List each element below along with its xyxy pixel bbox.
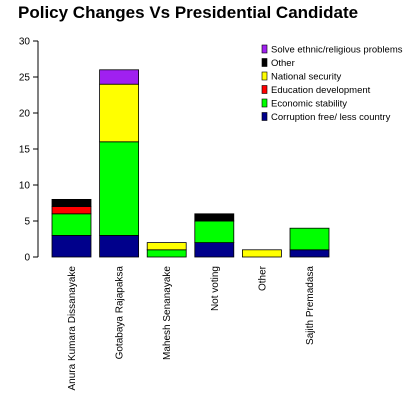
x-tick-label: Gotabaya Rajapaksa: [115, 266, 126, 360]
legend-label: Economic stability: [271, 99, 347, 110]
y-tick-label: 30: [19, 37, 31, 48]
bar-segment: [146, 242, 187, 251]
legend-label: Corruption free/ less country: [271, 112, 391, 123]
bar-segment: [99, 141, 139, 236]
bar-segment: [99, 83, 139, 143]
y-tick-label: 5: [24, 217, 30, 228]
bar-segment: [194, 213, 235, 222]
x-tick-label: Sajith Premadasa: [305, 266, 316, 345]
legend-label: Other: [271, 58, 295, 69]
bar-segment: [241, 249, 282, 258]
legend-label: Solve ethnic/religious problems: [271, 45, 403, 56]
legend-swatch: [261, 98, 268, 108]
bar-segment: [99, 69, 139, 85]
x-tick-label: Anura Kumara Dissanayake: [67, 266, 78, 391]
x-axis-labels: Anura Kumara Dissanayake Gotabaya Rajapak…: [67, 265, 316, 390]
bar-segment: [289, 227, 330, 251]
y-tick-label: 0: [24, 253, 30, 264]
legend-label: National security: [271, 72, 341, 83]
bar-segment: [51, 206, 92, 215]
bar-segment: [194, 220, 235, 244]
chart-title: Policy Changes Vs Presidential Candidate: [18, 3, 358, 22]
bar-segment: [146, 249, 187, 258]
bar-segment: [51, 213, 92, 236]
y-axis: 0 5 10 15 20 25 30: [19, 37, 39, 264]
bar-segment: [51, 198, 92, 207]
legend: Solve ethnic/religious problems Other Nati…: [261, 44, 403, 123]
legend-label: Education development: [271, 85, 371, 96]
legend-swatch: [261, 44, 268, 54]
y-tick-label: 15: [19, 145, 31, 156]
y-tick-label: 20: [19, 109, 31, 120]
legend-swatch: [261, 58, 268, 67]
y-tick-label: 25: [19, 73, 31, 84]
bar-segment: [289, 249, 330, 258]
bar-segment: [194, 242, 235, 258]
x-tick-label: Mahesh Senanayake: [162, 266, 173, 360]
legend-swatch: [261, 71, 268, 81]
bar-segment: [99, 234, 139, 258]
legend-swatch: [261, 85, 268, 94]
bars: [51, 69, 330, 258]
x-tick-label: Not voting: [210, 266, 221, 311]
bar-segment: [51, 234, 92, 258]
y-tick-label: 10: [19, 181, 31, 192]
legend-swatch: [261, 112, 268, 121]
x-tick-label: Other: [257, 265, 268, 291]
